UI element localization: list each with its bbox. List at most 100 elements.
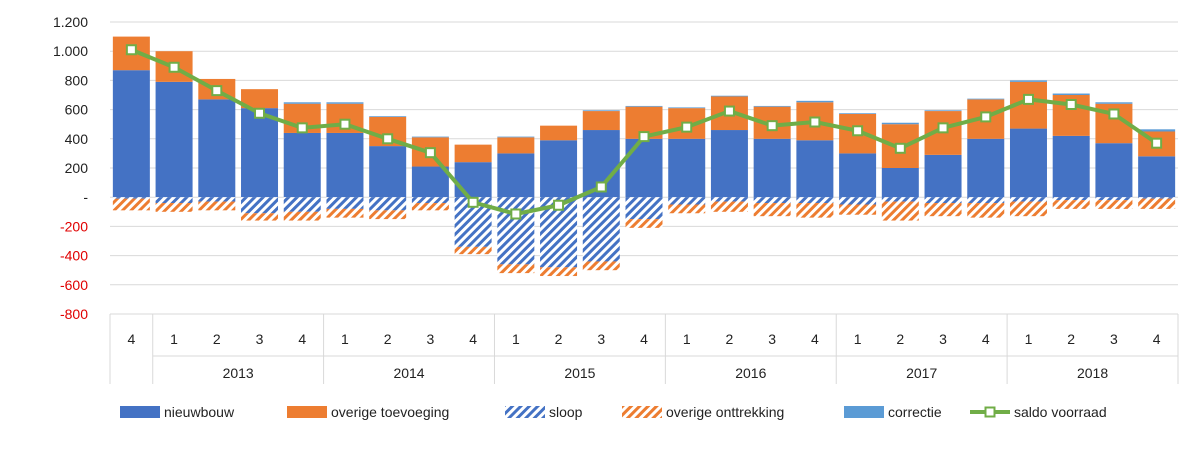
- bar-overige-onttrekking: [1009, 201, 1047, 217]
- y-tick-label: 1.000: [53, 43, 88, 59]
- bar-sloop: [1009, 197, 1047, 202]
- bar-nieuwbouw: [1052, 135, 1090, 198]
- bar-nieuwbouw: [454, 162, 492, 198]
- bar-overige-onttrekking: [454, 246, 492, 255]
- bar-overige-toevoeging: [497, 137, 535, 154]
- bar-sloop: [582, 197, 620, 262]
- bar-nieuwbouw: [112, 70, 150, 198]
- bar-correctie: [753, 105, 791, 107]
- y-tick-label: 800: [65, 72, 89, 88]
- bar-sloop: [625, 197, 663, 220]
- legend-label: overige toevoeging: [331, 404, 449, 420]
- saldo-voorraad-point: [595, 181, 607, 193]
- bar-nieuwbouw: [198, 99, 236, 198]
- x-quarter-label: 3: [597, 331, 605, 347]
- x-quarter-label: 1: [683, 331, 691, 347]
- x-year-label: 2013: [223, 365, 254, 381]
- x-year-label: 2014: [393, 365, 424, 381]
- bar-sloop: [924, 197, 962, 204]
- bar-correctie: [1009, 80, 1047, 82]
- bar-nieuwbouw: [411, 166, 449, 198]
- bar-overige-toevoeging: [241, 89, 279, 109]
- bar-nieuwbouw: [326, 132, 364, 198]
- bar-overige-onttrekking: [839, 204, 877, 215]
- bar-correctie: [1095, 102, 1133, 104]
- saldo-voorraad-point: [723, 105, 735, 117]
- saldo-voorraad-point: [382, 133, 394, 145]
- bar-overige-onttrekking: [582, 261, 620, 271]
- bar-correctie: [796, 100, 834, 103]
- x-quarter-label: 1: [1025, 331, 1033, 347]
- bar-nieuwbouw: [1009, 128, 1047, 198]
- saldo-voorraad-point: [211, 85, 223, 97]
- saldo-voorraad-point: [168, 61, 180, 73]
- x-year-label: 2016: [735, 365, 766, 381]
- bar-nieuwbouw: [710, 130, 748, 198]
- bar-correctie: [924, 110, 962, 112]
- bar-correctie: [1052, 93, 1090, 95]
- bar-correctie: [326, 102, 364, 104]
- saldo-voorraad-point: [638, 131, 650, 143]
- bar-overige-onttrekking: [710, 201, 748, 212]
- bar-overige-onttrekking: [112, 198, 150, 211]
- saldo-voorraad-point: [1151, 137, 1163, 149]
- bar-sloop: [967, 197, 1005, 204]
- bar-correctie: [625, 105, 663, 107]
- legend-label: saldo voorraad: [1014, 404, 1107, 420]
- saldo-voorraad-point: [296, 122, 308, 134]
- bar-nieuwbouw: [241, 108, 279, 198]
- bar-sloop: [881, 197, 919, 202]
- y-tick-label: 400: [65, 131, 89, 147]
- bar-correctie: [967, 98, 1005, 100]
- saldo-voorraad-point: [894, 142, 906, 154]
- saldo-voorraad-point: [681, 121, 693, 133]
- bar-correctie: [283, 102, 321, 104]
- saldo-line: [125, 44, 1163, 220]
- bars: [112, 36, 1176, 277]
- x-quarter-label: 4: [1153, 331, 1161, 347]
- bar-nieuwbouw: [753, 138, 791, 198]
- bar-overige-onttrekking: [1095, 200, 1133, 209]
- bar-overige-onttrekking: [668, 204, 706, 214]
- y-tick-label: 1.200: [53, 14, 88, 30]
- x-quarter-label: 2: [213, 331, 221, 347]
- x-quarter-label: 1: [854, 331, 862, 347]
- saldo-voorraad-point: [980, 111, 992, 123]
- saldo-voorraad-point: [125, 44, 137, 56]
- legend-swatch-correctie: [844, 406, 884, 418]
- x-quarter-label: 2: [555, 331, 563, 347]
- bar-correctie: [881, 122, 919, 125]
- bar-nieuwbouw: [881, 168, 919, 198]
- bar-overige-onttrekking: [326, 208, 364, 218]
- bar-nieuwbouw: [796, 140, 834, 198]
- x-quarter-label: 1: [341, 331, 349, 347]
- legend-label: overige onttrekking: [666, 404, 784, 420]
- x-quarter-label: 3: [256, 331, 264, 347]
- bar-overige-onttrekking: [198, 201, 236, 211]
- bar-nieuwbouw: [155, 81, 193, 198]
- bar-overige-onttrekking: [924, 203, 962, 217]
- legend-label: sloop: [549, 404, 583, 420]
- bar-nieuwbouw: [839, 153, 877, 198]
- bar-overige-onttrekking: [625, 219, 663, 228]
- x-year-label: 2015: [564, 365, 595, 381]
- x-year-label: 2017: [906, 365, 937, 381]
- saldo-voorraad-point: [510, 208, 522, 220]
- bar-overige-onttrekking: [411, 203, 449, 211]
- x-quarter-label: 4: [640, 331, 648, 347]
- saldo-voorraad-point: [937, 122, 949, 134]
- y-axis: 1.200 1.000 800 600 400 200 - -200 -400 -600 -800: [53, 14, 88, 322]
- bar-correctie: [1138, 129, 1176, 132]
- saldo-voorraad-point: [553, 199, 565, 211]
- bar-overige-onttrekking: [753, 203, 791, 217]
- bar-correctie: [497, 136, 535, 138]
- x-quarter-label: 4: [811, 331, 819, 347]
- y-tick-label: -800: [60, 306, 88, 322]
- x-quarter-label: 2: [896, 331, 904, 347]
- bar-correctie: [369, 116, 407, 117]
- y-tick-label: -400: [60, 248, 88, 264]
- bar-sloop: [1052, 197, 1090, 201]
- saldo-voorraad-point: [809, 116, 821, 128]
- saldo-voorraad-point: [1065, 98, 1077, 110]
